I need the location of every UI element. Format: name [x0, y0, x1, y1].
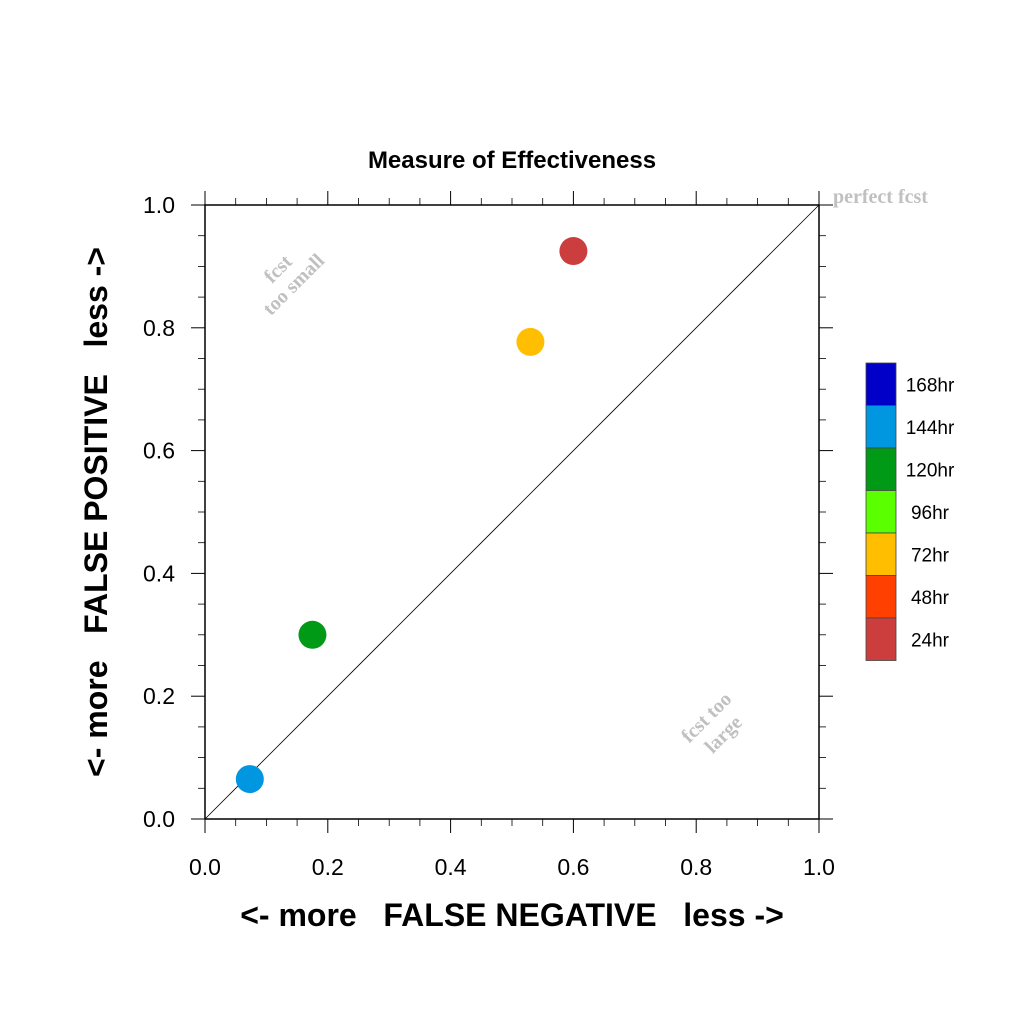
chart-title: Measure of Effectiveness: [368, 147, 656, 174]
x-tick-label: 0.8: [680, 854, 712, 880]
data-point-144hr: [235, 765, 264, 794]
x-tick-label: 0.6: [557, 854, 589, 880]
x-tick-label: 1.0: [803, 854, 835, 880]
legend-swatch-144hr: [865, 405, 897, 449]
axis-ticks: [191, 191, 833, 833]
legend-swatch-24hr: [865, 617, 897, 661]
legend-swatch-96hr: [865, 490, 897, 534]
y-tick-label: 0.6: [143, 438, 175, 464]
legend-label-72hr: 72hr: [911, 545, 950, 566]
y-tick-label: 1.0: [143, 192, 175, 218]
legend-label-96hr: 96hr: [911, 503, 950, 524]
y-tick-label: 0.2: [143, 683, 175, 709]
y-tick-label: 0.8: [143, 315, 175, 341]
annotation-perfect-forecast: perfect fcst: [833, 186, 928, 208]
legend-label-168hr: 168hr: [906, 375, 955, 396]
legend-label-120hr: 120hr: [906, 460, 955, 481]
annotation-too-small-line2: too small: [259, 249, 329, 319]
legend-label-48hr: 48hr: [911, 588, 950, 609]
x-axis-label: <- more FALSE NEGATIVE less ->: [240, 897, 784, 933]
legend: 168hr 144hr 120hr 96hr 72hr 48hr 24hr: [865, 362, 955, 661]
x-tick-label: 0.4: [435, 854, 467, 880]
data-points: [235, 237, 588, 794]
annotation-too-large: fcst too large: [677, 688, 747, 758]
legend-swatch-120hr: [865, 447, 897, 491]
legend-swatch-72hr: [865, 532, 897, 576]
data-point-72hr: [516, 327, 545, 356]
x-tick-label: 0.0: [189, 854, 221, 880]
legend-swatch-168hr: [865, 362, 897, 406]
legend-label-144hr: 144hr: [906, 418, 955, 439]
data-point-120hr: [298, 620, 327, 649]
perfect-forecast-diagonal: [204, 204, 820, 820]
annotation-too-small: fcst too small: [259, 249, 329, 319]
axis-tick-labels: 0.0 0.2 0.4 0.6 0.8 1.0 0.0 0.2 0.4 0.6 0.8 1.0: [143, 192, 835, 880]
data-point-24hr: [559, 237, 588, 266]
legend-swatch-48hr: [865, 575, 897, 619]
y-tick-label: 0.0: [143, 806, 175, 832]
y-tick-label: 0.4: [143, 560, 175, 586]
y-axis-label: <- more FALSE POSITIVE less ->: [78, 247, 114, 777]
legend-label-24hr: 24hr: [911, 630, 950, 651]
x-tick-label: 0.2: [312, 854, 344, 880]
